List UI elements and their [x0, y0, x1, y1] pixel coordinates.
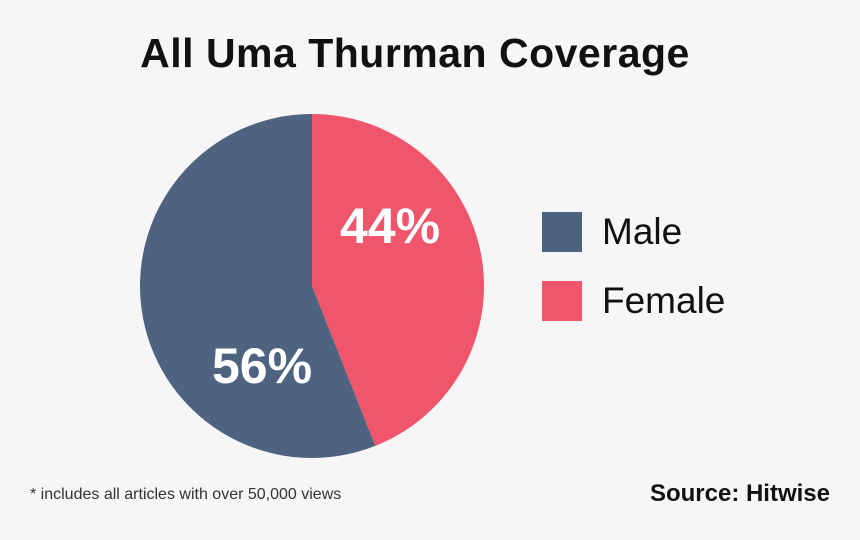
legend-swatch-male [542, 212, 582, 252]
slice-label-female: 44% [340, 198, 440, 254]
legend-label-male: Male [602, 211, 683, 252]
legend: Male Female [542, 212, 725, 350]
footnote: * includes all articles with over 50,000… [30, 486, 342, 503]
chart-title: All Uma Thurman Coverage [140, 30, 690, 76]
source-label: Source: Hitwise [649, 480, 830, 507]
legend-item-female: Female [542, 281, 725, 321]
legend-swatch-female [542, 281, 582, 321]
pie-slice-female [312, 114, 484, 446]
legend-item-male: Male [542, 212, 725, 252]
legend-label-female: Female [602, 280, 726, 321]
pie-slice-male [139, 114, 376, 458]
slice-label-male: 56% [212, 338, 312, 394]
